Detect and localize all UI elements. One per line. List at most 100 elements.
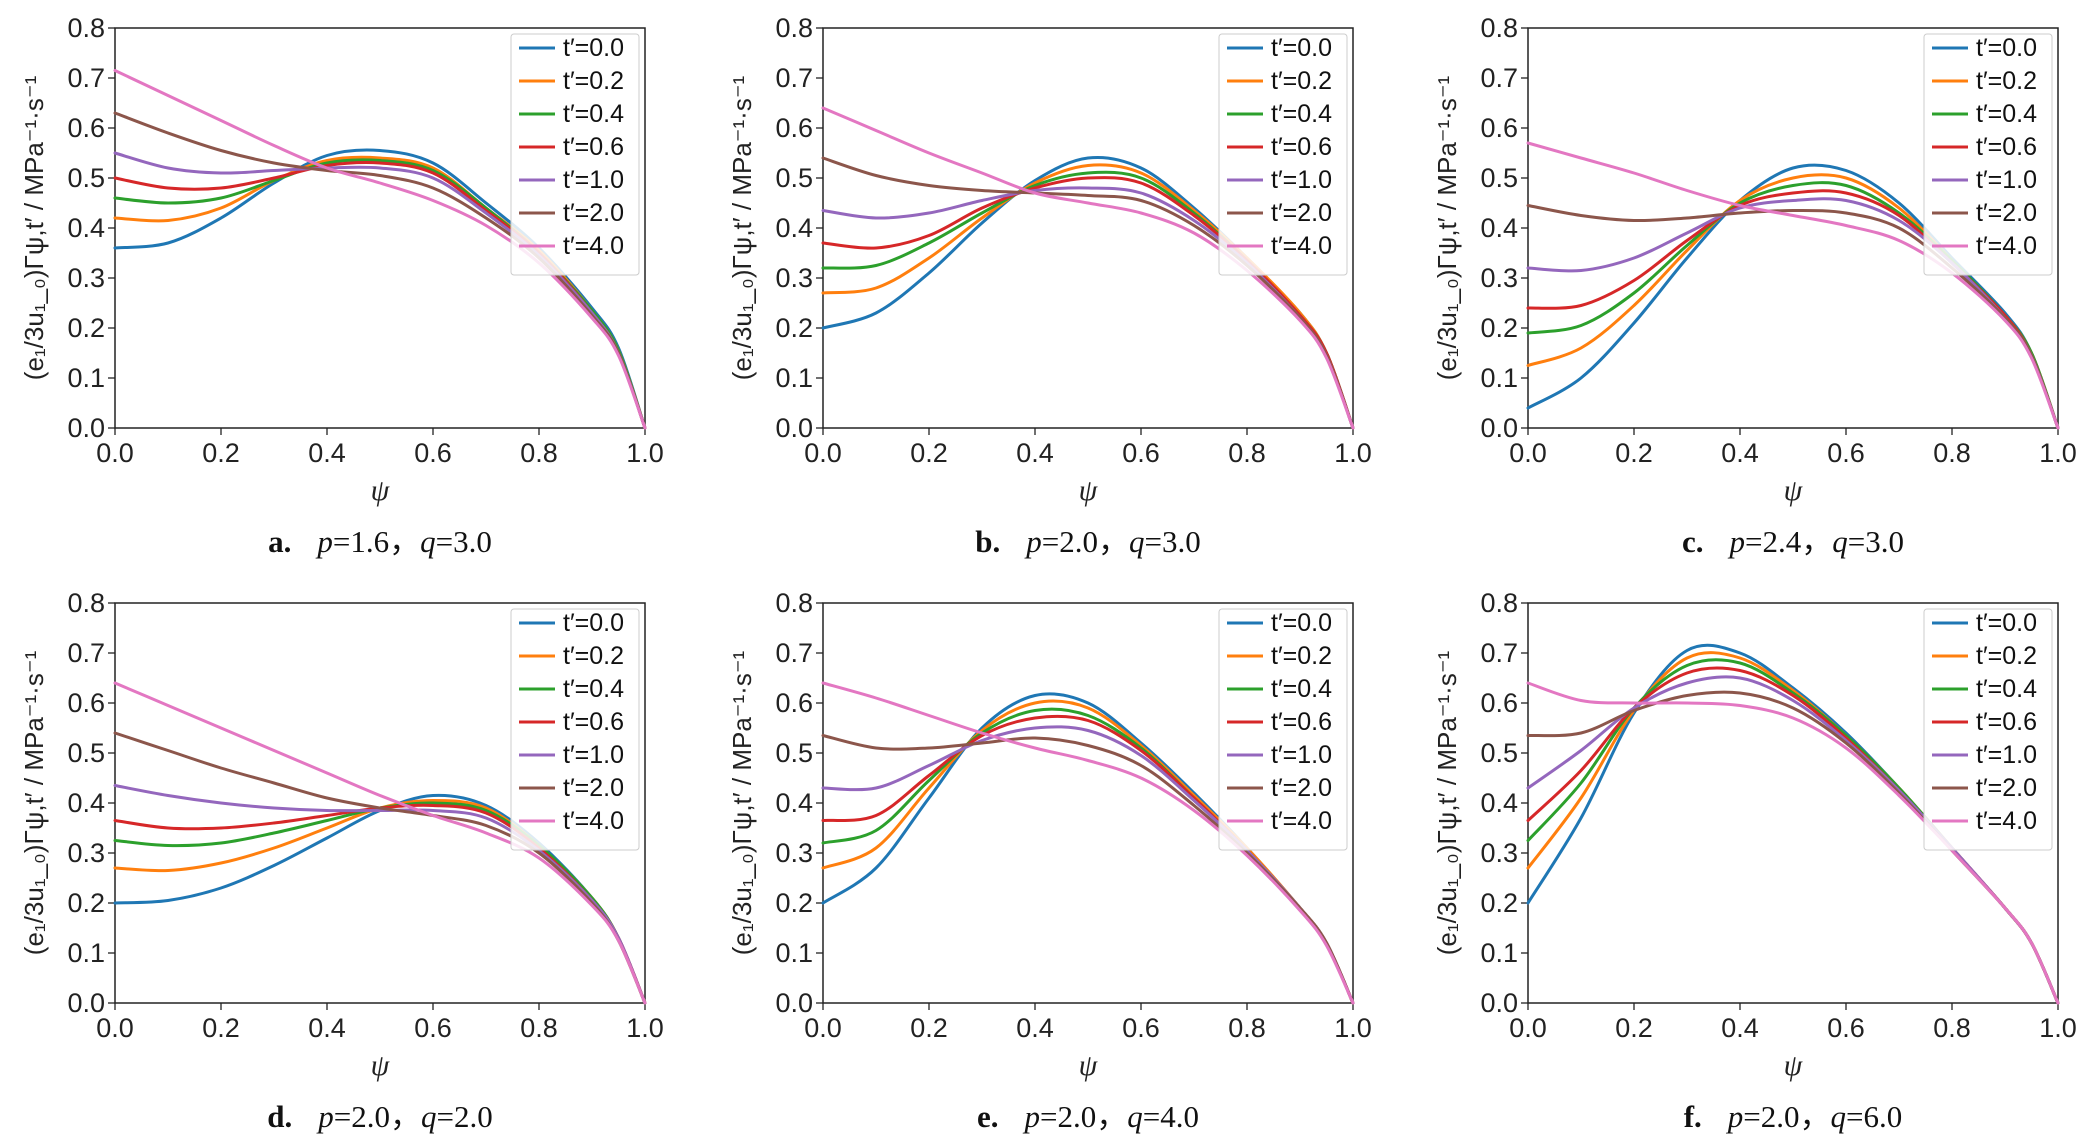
param-q-symbol: q	[1831, 1099, 1847, 1134]
param-q-eq: =	[1846, 1099, 1863, 1134]
legend-label: t′=1.0	[563, 166, 624, 194]
legend-label: t′=0.4	[1271, 675, 1332, 703]
y-axis-label: (e₁/3u₁_₀)Γψ,t′ / MPa⁻¹·s⁻¹	[727, 650, 757, 955]
x-tick-label: 0.2	[1615, 1013, 1653, 1043]
legend-label: t′=4.0	[563, 807, 624, 835]
x-axis-label: ψ	[1784, 474, 1804, 507]
y-tick-label: 0.4	[775, 213, 813, 243]
param-p-symbol: p	[1726, 1099, 1744, 1134]
y-tick-label: 0.4	[67, 213, 105, 243]
y-tick-label: 0.5	[1480, 163, 1518, 193]
y-tick-label: 0.7	[67, 63, 105, 93]
param-p-symbol: p	[1728, 524, 1746, 559]
y-tick-label: 0.7	[775, 638, 813, 668]
y-tick-label: 0.2	[1480, 313, 1518, 343]
param-q-symbol: q	[420, 524, 436, 559]
legend-label: t′=2.0	[1271, 199, 1332, 227]
y-tick-label: 0.4	[67, 788, 105, 818]
y-tick-label: 0.8	[1480, 13, 1518, 43]
legend-box	[1923, 608, 2053, 851]
x-tick-label: 0.8	[1933, 438, 1971, 468]
legend-label: t′=2.0	[1976, 774, 2037, 802]
legend-label: t′=1.0	[1271, 741, 1332, 769]
x-tick-label: 0.4	[1721, 438, 1759, 468]
y-tick-label: 0.5	[775, 738, 813, 768]
param-q-value: 3.0	[453, 524, 492, 559]
panel-letter: c.	[1682, 524, 1704, 559]
series-line-7	[821, 106, 1355, 430]
y-tick-label: 0.8	[67, 588, 105, 618]
y-tick-label: 0.2	[67, 888, 105, 918]
legend: t′=0.0 t′=0.2 t′=0.4 t′=0.6 t′=1.0 t′=2.0 t′=4…	[1218, 608, 1348, 851]
x-tick-label: 0.4	[308, 1013, 346, 1043]
y-tick-label: 0.1	[775, 938, 813, 968]
y-tick-label: 0.7	[1480, 638, 1518, 668]
panel-letter: e.	[977, 1099, 999, 1134]
y-tick-label: 0.7	[1480, 63, 1518, 93]
y-tick-label: 0.8	[775, 13, 813, 43]
legend-label: t′=0.2	[1271, 642, 1332, 670]
param-p-value: 2.4	[1763, 524, 1802, 559]
legend-label: t′=2.0	[563, 199, 624, 227]
x-tick-label: 0.2	[202, 1013, 240, 1043]
legend-label: t′=0.2	[1271, 67, 1332, 95]
y-tick-label: 0.6	[1480, 688, 1518, 718]
chart-panel-5: 0.0 0.1 0.2 0.3 0.4 0.5 0.6 0.7 0.8 0.0 0.2 0.4 0.6 0…	[727, 588, 1372, 1134]
panel-caption: b. p=2.0，q=3.0	[975, 524, 1200, 559]
x-tick-label: 0.8	[1228, 1013, 1266, 1043]
x-tick-label: 1.0	[2039, 1013, 2077, 1043]
panel-letter: b.	[975, 524, 1000, 559]
legend-box	[1218, 33, 1348, 276]
chart-panel-2: 0.0 0.1 0.2 0.3 0.4 0.5 0.6 0.7 0.8 0.0 0.2 0.4 0.6 0…	[727, 13, 1372, 559]
param-p-value: 2.0	[1059, 524, 1098, 559]
legend-box	[510, 608, 640, 851]
legend-label: t′=1.0	[563, 741, 624, 769]
y-tick-label: 0.3	[1480, 838, 1518, 868]
y-tick-label: 0.4	[1480, 213, 1518, 243]
param-q-eq: =	[1145, 524, 1162, 559]
legend-label: t′=0.6	[1976, 133, 2037, 161]
y-tick-label: 0.0	[1480, 988, 1518, 1018]
chart-panel-4: 0.0 0.1 0.2 0.3 0.4 0.5 0.6 0.7 0.8 0.0 0.2 0.4 0.6 0…	[19, 588, 664, 1134]
series-line-7	[113, 69, 647, 430]
param-q-eq: =	[1143, 1099, 1160, 1134]
param-sep: ，	[1800, 1099, 1831, 1134]
x-tick-label: 0.0	[96, 1013, 134, 1043]
legend: t′=0.0 t′=0.2 t′=0.4 t′=0.6 t′=1.0 t′=2.0 t′=4…	[1923, 33, 2053, 276]
x-tick-label: 0.4	[308, 438, 346, 468]
param-p-symbol: p	[1024, 524, 1042, 559]
legend-label: t′=0.2	[1976, 67, 2037, 95]
y-tick-label: 0.1	[1480, 938, 1518, 968]
x-tick-label: 0.2	[910, 1013, 948, 1043]
series-line-1	[1526, 163, 2060, 430]
param-q-eq: =	[436, 524, 453, 559]
y-tick-label: 0.0	[775, 413, 813, 443]
param-sep: ，	[389, 524, 420, 559]
x-tick-label: 0.6	[1122, 438, 1160, 468]
legend-label: t′=2.0	[563, 774, 624, 802]
y-tick-label: 0.1	[775, 363, 813, 393]
chart-panel-6: 0.0 0.1 0.2 0.3 0.4 0.5 0.6 0.7 0.8 0.0 0.2 0.4 0.6 0…	[1432, 588, 2077, 1134]
y-tick-label: 0.4	[1480, 788, 1518, 818]
legend-label: t′=4.0	[563, 232, 624, 260]
x-axis-label: ψ	[1784, 1049, 1804, 1082]
y-tick-label: 0.2	[775, 313, 813, 343]
x-tick-label: 1.0	[2039, 438, 2077, 468]
param-q-value: 6.0	[1864, 1099, 1903, 1134]
y-tick-label: 0.7	[67, 638, 105, 668]
legend-label: t′=0.2	[1976, 642, 2037, 670]
y-axis-label: (e₁/3u₁_₀)Γψ,t′ / MPa⁻¹·s⁻¹	[1432, 75, 1462, 380]
y-tick-label: 0.3	[67, 263, 105, 293]
series-line-6	[821, 734, 1355, 1005]
series-line-6	[1526, 204, 2060, 430]
series-line-2	[821, 163, 1355, 430]
series-line-7	[1526, 141, 2060, 430]
param-q-value: 3.0	[1162, 524, 1201, 559]
legend-label: t′=2.0	[1976, 199, 2037, 227]
param-q-symbol: q	[1127, 1099, 1143, 1134]
y-tick-label: 0.2	[67, 313, 105, 343]
y-tick-label: 0.1	[1480, 363, 1518, 393]
y-tick-label: 0.3	[1480, 263, 1518, 293]
x-tick-label: 0.6	[414, 1013, 452, 1043]
